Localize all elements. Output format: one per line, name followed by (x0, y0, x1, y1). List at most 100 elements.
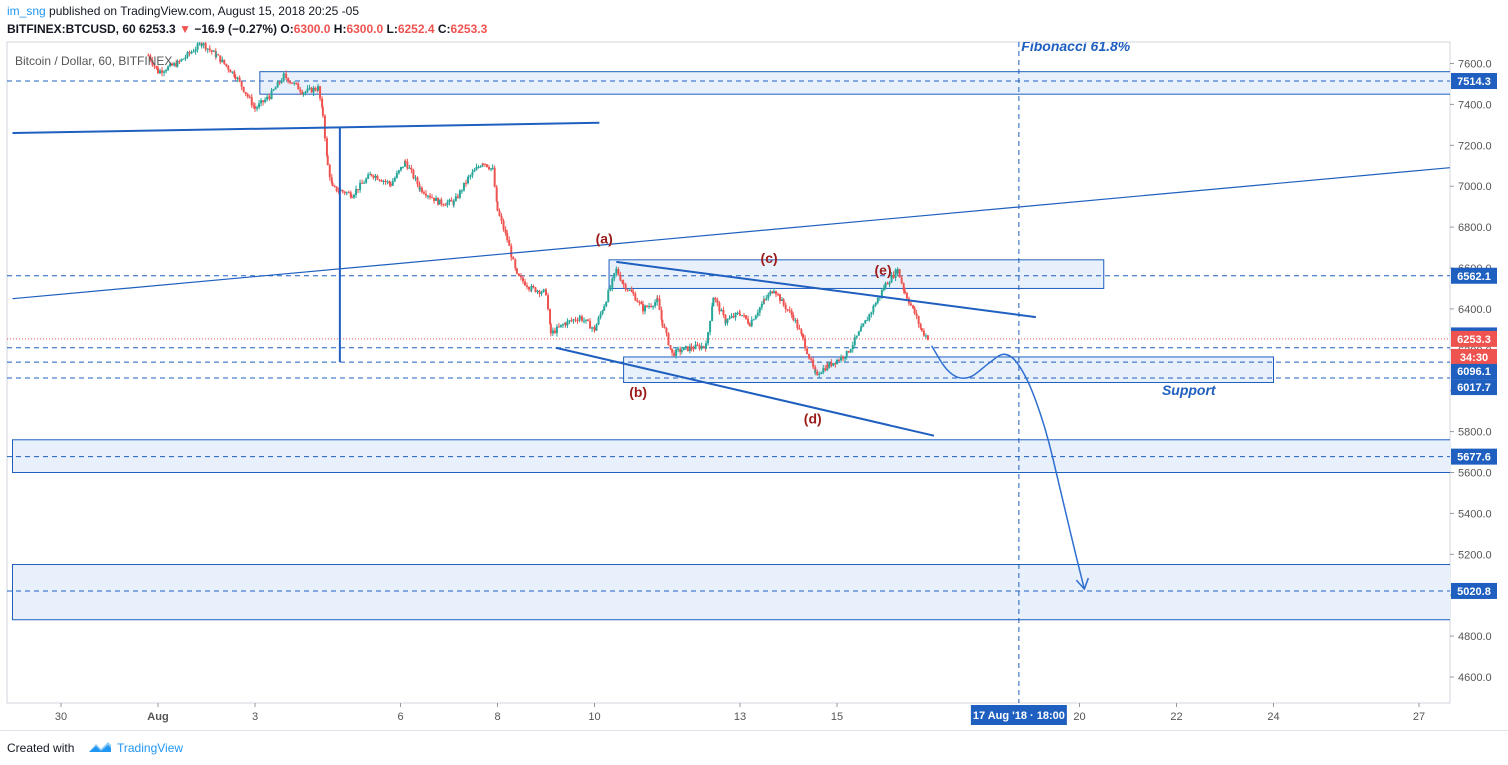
candle-body (745, 315, 748, 319)
candle-body (161, 70, 164, 73)
x-tick-label: 10 (588, 711, 600, 723)
candle-body (642, 304, 644, 312)
candle-body (603, 306, 606, 311)
candle-body (456, 196, 459, 198)
x-tick-label: 6 (397, 711, 403, 723)
candle-body (285, 73, 288, 78)
candle-body (909, 303, 912, 306)
candle-body (167, 66, 170, 71)
candle-body (335, 186, 338, 192)
price-label: 7514.3 (1457, 76, 1491, 88)
candle-body (386, 181, 389, 183)
y-tick-label: 7200.0 (1458, 140, 1492, 152)
candle-body (175, 63, 178, 67)
candle-body (822, 368, 825, 373)
candle-body (208, 48, 211, 51)
candle-body (510, 245, 513, 258)
candle-body (274, 87, 277, 90)
candle-body (483, 163, 486, 165)
candle-body (420, 187, 423, 193)
candle-body (564, 323, 567, 326)
price-label-box (1451, 330, 1497, 347)
candle-body (190, 51, 193, 54)
candle-body (276, 82, 279, 88)
price-label: 5020.8 (1457, 586, 1491, 598)
candle-body (488, 167, 491, 170)
candle-body (526, 285, 529, 287)
candle-body (551, 330, 554, 334)
candle-body (357, 189, 360, 191)
candle-body (890, 274, 893, 283)
candle-body (896, 269, 899, 274)
candle-body (401, 166, 404, 168)
candle-body (532, 285, 535, 288)
candle-body (836, 359, 838, 364)
author-link[interactable]: im_sng (7, 4, 46, 18)
candle-body (429, 195, 432, 198)
y-tick-label: 5400.0 (1458, 508, 1492, 520)
candle-body (500, 215, 503, 221)
candle-body (242, 86, 245, 92)
candle-body (578, 316, 581, 318)
candle-body (626, 289, 629, 291)
zone-box-2 (623, 356, 1274, 384)
candle-body (566, 321, 569, 326)
candle-body (471, 171, 474, 176)
candle-body (347, 192, 350, 194)
candle-body (165, 70, 168, 72)
candle-body (479, 166, 482, 168)
high-label: H: (333, 22, 347, 36)
candle-body (611, 278, 614, 288)
candle-body (414, 177, 417, 179)
candle-body (317, 86, 320, 91)
candle-body (380, 180, 383, 182)
candle-body (902, 283, 905, 291)
candle-body (169, 63, 172, 67)
candle-body (830, 362, 833, 366)
candle-body (559, 324, 562, 327)
change-arrow-icon: ▼ (179, 22, 191, 36)
candle-body (845, 351, 848, 358)
candle-body (506, 233, 509, 241)
trendline-1 (12, 167, 1450, 300)
candle-body (458, 190, 461, 198)
candle-body (570, 320, 573, 322)
candle-body (363, 182, 366, 184)
candle-body (238, 77, 241, 82)
symbol-interval[interactable]: BITFINEX:BTCUSD, 60 (7, 22, 136, 36)
candle-body (283, 73, 286, 75)
candle-body (763, 299, 766, 301)
x-tick-label: 15 (831, 711, 843, 723)
candle-body (280, 80, 283, 83)
candle-body (760, 303, 763, 308)
candle-body (393, 177, 396, 182)
candle-body (576, 320, 579, 322)
candle-body (270, 90, 273, 99)
candle-body (913, 307, 916, 314)
candle-body (870, 312, 873, 315)
candle-body (481, 163, 484, 165)
candle-body (248, 96, 251, 98)
candle-body (926, 335, 929, 340)
candle-body (547, 295, 550, 310)
candle-body (485, 164, 488, 168)
tradingview-logo-icon[interactable] (88, 739, 112, 755)
price-chart[interactable]: (a) (b) (c) (d) (e) Fibonacci 61.8% Support Bit… (0, 0, 1508, 730)
candle-body (180, 59, 183, 62)
candle-body (301, 91, 304, 94)
wave-label: (d) (804, 410, 822, 426)
candle-body (692, 348, 695, 350)
candles (147, 42, 929, 378)
zone-box-1 (608, 259, 1105, 289)
candle-body (568, 320, 571, 322)
tradingview-brand[interactable]: TradingView (117, 741, 184, 755)
candle-body (743, 315, 746, 317)
candle-body (690, 346, 693, 349)
candle-body (349, 192, 352, 198)
candle-body (200, 44, 203, 46)
candle-body (658, 298, 661, 311)
x-tick-label: 20 (1073, 711, 1085, 723)
candle-body (289, 81, 292, 83)
candle-body (640, 302, 643, 305)
candle-body (684, 346, 687, 348)
